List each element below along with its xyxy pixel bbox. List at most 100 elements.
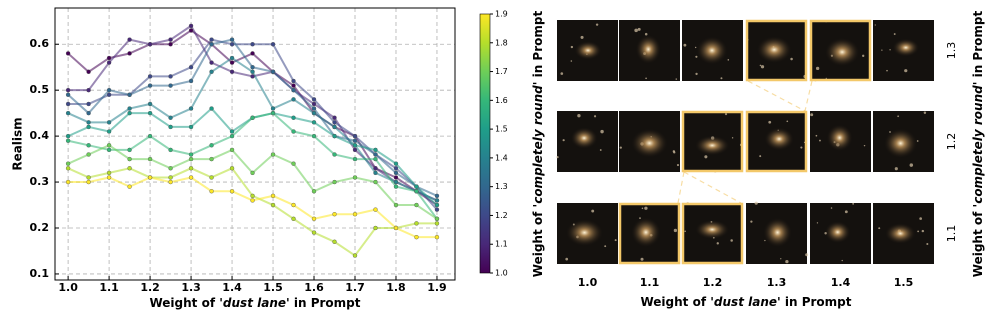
- point: [168, 115, 173, 120]
- point: [106, 60, 112, 65]
- galaxy-image: [556, 111, 618, 172]
- star: [593, 115, 597, 118]
- point: [86, 110, 91, 116]
- star: [724, 113, 728, 116]
- galaxy-image: [746, 201, 809, 264]
- galaxy-image: [619, 20, 680, 81]
- galaxy: [764, 127, 794, 151]
- galaxy: [631, 217, 661, 248]
- point: [106, 170, 112, 176]
- point: [147, 156, 153, 162]
- galaxy: [756, 36, 792, 64]
- y-tick-label: 0.1: [30, 267, 50, 280]
- point: [414, 189, 419, 194]
- plot-frame: [54, 7, 456, 281]
- point: [393, 175, 399, 180]
- point: [414, 221, 419, 226]
- point: [373, 147, 378, 153]
- point: [127, 106, 132, 111]
- star: [815, 66, 820, 71]
- point: [291, 78, 296, 84]
- star: [720, 77, 723, 80]
- point: [250, 198, 255, 203]
- point: [209, 143, 214, 148]
- star: [570, 45, 574, 49]
- highlight: [745, 110, 808, 173]
- galaxy: [574, 41, 602, 60]
- grid-x-label: Weight of 'dust lane' in Prompt: [640, 295, 851, 309]
- point: [168, 147, 173, 153]
- point: [168, 37, 173, 42]
- star: [695, 72, 698, 76]
- point: [188, 175, 194, 180]
- point: [352, 212, 358, 217]
- point: [106, 87, 112, 93]
- column-label: 1.3: [767, 276, 787, 289]
- star: [919, 217, 922, 220]
- galaxy: [696, 36, 728, 65]
- star: [560, 72, 564, 75]
- row-label: 1.1: [945, 225, 958, 243]
- point: [434, 221, 440, 226]
- galaxy-image: [682, 111, 743, 173]
- point: [250, 65, 255, 70]
- star: [577, 114, 581, 118]
- point: [106, 143, 112, 148]
- point: [291, 87, 296, 93]
- point: [229, 69, 235, 75]
- star: [673, 151, 676, 154]
- star: [921, 229, 925, 233]
- colorbar-tick-label: 1.1: [495, 240, 508, 249]
- point: [373, 152, 378, 157]
- galaxy-image: [682, 20, 743, 81]
- point: [86, 120, 91, 125]
- point: [188, 166, 194, 171]
- galaxy-image: [682, 201, 743, 264]
- galaxy: [885, 223, 916, 244]
- point: [147, 83, 153, 88]
- point: [127, 156, 132, 162]
- point: [127, 147, 132, 153]
- point: [434, 202, 440, 208]
- point: [291, 129, 296, 134]
- star: [556, 155, 559, 159]
- series-line: [67, 112, 438, 220]
- y-tick-label: 0.3: [30, 175, 50, 188]
- star: [754, 201, 758, 205]
- star: [897, 115, 899, 118]
- point: [229, 166, 235, 171]
- star: [614, 239, 617, 242]
- point: [65, 87, 71, 93]
- star: [768, 120, 772, 124]
- point: [291, 161, 296, 166]
- star: [619, 146, 622, 149]
- point: [352, 143, 358, 148]
- star: [909, 163, 914, 167]
- point: [332, 133, 337, 139]
- colorbar-tick-label: 1.7: [495, 67, 508, 76]
- column-label: 1.4: [831, 276, 851, 289]
- point: [393, 166, 399, 171]
- star: [893, 33, 896, 36]
- colorbar-label: Weight of 'completely round' in Prompt: [531, 11, 545, 278]
- point: [311, 110, 317, 116]
- column-label: 1.5: [894, 276, 914, 289]
- galaxy: [763, 217, 792, 248]
- star: [637, 27, 641, 31]
- series-line: [67, 167, 437, 257]
- x-tick-label: 1.9: [427, 281, 447, 294]
- star: [810, 113, 814, 117]
- colorbar-tick-label: 1.5: [495, 125, 508, 134]
- point: [147, 101, 153, 107]
- star: [816, 222, 819, 224]
- star: [886, 69, 888, 72]
- galaxy-image: [557, 20, 618, 81]
- point: [65, 92, 71, 97]
- x-tick-label: 1.5: [263, 281, 283, 294]
- point: [209, 156, 214, 162]
- point: [373, 156, 378, 162]
- star: [599, 149, 602, 151]
- galaxy: [826, 124, 853, 152]
- point: [414, 184, 419, 189]
- galaxy: [565, 219, 604, 247]
